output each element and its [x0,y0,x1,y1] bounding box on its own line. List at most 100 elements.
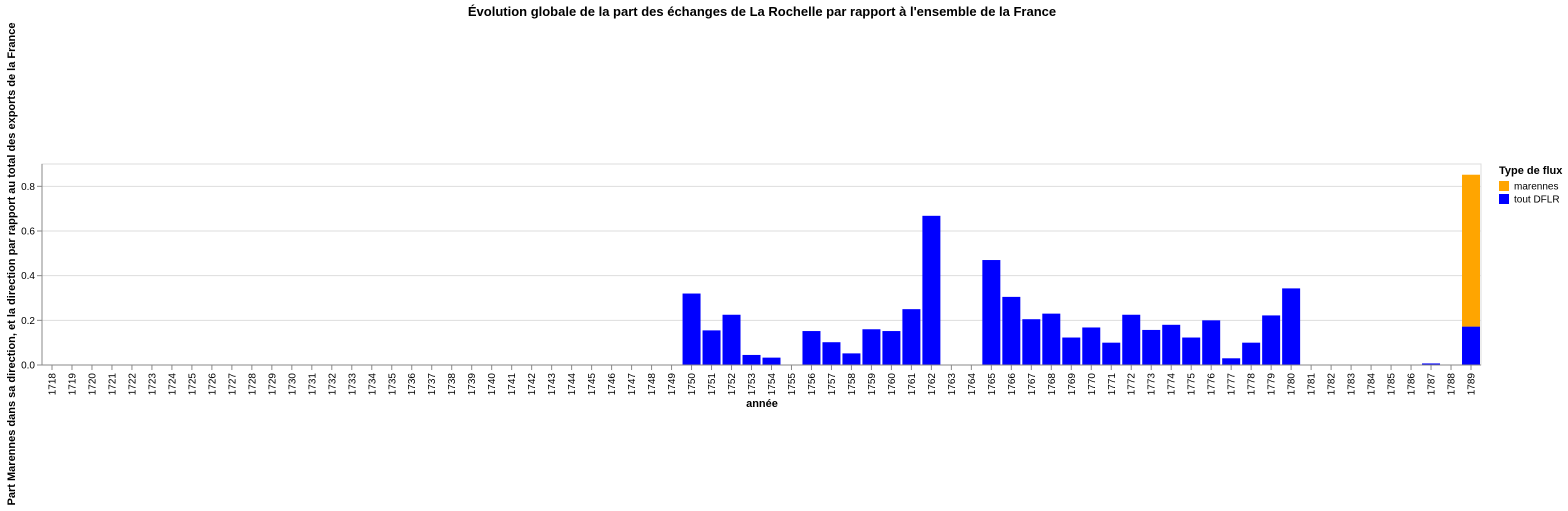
y-tick-label: 0.6 [21,227,35,238]
bar-tout-dflr [1242,342,1261,365]
x-tick-label: 1772 [1127,373,1138,396]
bar-tout-dflr [1122,314,1141,365]
x-tick-label: 1787 [1427,373,1438,396]
x-tick-label: 1778 [1247,373,1258,396]
x-tick-label: 1788 [1447,373,1458,396]
bar-tout-dflr [1262,315,1281,365]
x-tick-label: 1783 [1347,373,1358,396]
x-tick-label: 1784 [1367,373,1378,396]
x-tick-label: 1738 [447,373,458,396]
x-tick-label: 1756 [807,373,818,396]
x-tick-label: 1750 [687,373,698,396]
bar-tout-dflr [1462,326,1480,365]
y-tick-label: 0.2 [21,316,35,327]
x-tick-label: 1761 [907,373,918,396]
x-axis: 1718 1719 1720 1721 1722 1723 1724 1725 1726 1727… [42,364,1481,396]
x-tick-label: 1757 [827,373,838,396]
x-tick-label: 1780 [1287,373,1298,396]
x-tick-label: 1719 [67,373,78,396]
x-tick-label: 1766 [1007,373,1018,396]
x-tick-label: 1747 [627,373,638,396]
x-tick-label: 1733 [347,373,358,396]
x-tick-label: 1767 [1027,373,1038,396]
bar-tout-dflr [742,354,761,365]
x-tick-label: 1720 [87,373,98,396]
x-tick-label: 1735 [387,373,398,396]
bar-tout-dflr [1202,320,1221,365]
legend-swatch [1499,194,1509,204]
x-tick-label: 1753 [747,373,758,396]
x-tick-label: 1745 [587,373,598,396]
x-tick-label: 1754 [767,373,778,396]
x-tick-label: 1730 [287,373,298,396]
y-tick-label: 0.8 [21,182,35,193]
x-tick-label: 1749 [667,373,678,396]
bar-tout-dflr [842,353,861,365]
x-tick-label: 1732 [327,373,338,396]
x-tick-label: 1782 [1327,373,1338,396]
y-axis-title: Part Marennes dans sa direction, et la d… [6,23,18,506]
x-tick-label: 1742 [527,373,538,396]
x-tick-label: 1769 [1067,373,1078,396]
bar-marennes [1462,174,1480,327]
x-tick-label: 1789 [1467,373,1478,396]
x-tick-label: 1775 [1187,373,1198,396]
bar-tout-dflr [1222,358,1241,365]
x-tick-label: 1770 [1087,373,1098,396]
x-tick-label: 1759 [867,373,878,396]
x-tick-label: 1768 [1047,373,1058,396]
bar-tout-dflr [1002,296,1021,365]
x-tick-label: 1724 [167,373,178,396]
x-tick-label: 1722 [127,373,138,396]
x-tick-label: 1774 [1167,373,1178,396]
x-tick-label: 1771 [1107,373,1118,396]
legend-items: marennes tout DFLR [1499,181,1560,206]
bar-tout-dflr [902,309,921,365]
x-tick-label: 1755 [787,373,798,396]
x-tick-label: 1721 [107,373,118,396]
x-tick-label: 1765 [987,373,998,396]
x-tick-label: 1728 [247,373,258,396]
x-tick-label: 1786 [1407,373,1418,396]
bar-tout-dflr [1102,342,1121,365]
legend-swatch [1499,181,1509,191]
legend-title: Type de flux [1499,165,1563,177]
bar-tout-dflr [1142,329,1161,365]
bar-tout-dflr [922,215,941,365]
y-tick-label: 0.4 [21,271,35,282]
bar-tout-dflr [722,314,741,365]
bar-tout-dflr [1062,337,1081,365]
x-tick-label: 1764 [967,373,978,396]
y-axis: 0.0 0.2 0.4 0.6 0.8 [21,164,43,372]
x-tick-label: 1718 [47,373,58,396]
x-tick-label: 1748 [647,373,658,396]
x-tick-label: 1739 [467,373,478,396]
bar-tout-dflr [1082,327,1101,365]
x-tick-label: 1729 [267,373,278,396]
bar-tout-dflr [802,331,821,365]
bar-tout-dflr [1282,288,1301,365]
x-tick-label: 1751 [707,373,718,396]
x-tick-label: 1760 [887,373,898,396]
x-tick-label: 1740 [487,373,498,396]
chart-title: Évolution globale de la part des échange… [468,4,1056,19]
x-tick-label: 1781 [1307,373,1318,396]
bar-tout-dflr [682,293,701,365]
x-tick-label: 1734 [367,373,378,396]
x-tick-label: 1741 [507,373,518,396]
x-tick-label: 1726 [207,373,218,396]
legend-label: marennes [1514,182,1558,193]
bar-tout-dflr [1022,319,1041,365]
bar-tout-dflr [1162,324,1181,365]
bar-tout-dflr [882,331,901,365]
bar-tout-dflr [822,342,841,365]
bar-tout-dflr [1422,363,1441,365]
bar-tout-dflr [982,260,1001,365]
x-tick-label: 1736 [407,373,418,396]
x-tick-label: 1752 [727,373,738,396]
y-tick-label: 0.0 [21,361,35,372]
x-tick-label: 1725 [187,373,198,396]
x-tick-label: 1776 [1207,373,1218,396]
legend-label: tout DFLR [1514,195,1560,206]
